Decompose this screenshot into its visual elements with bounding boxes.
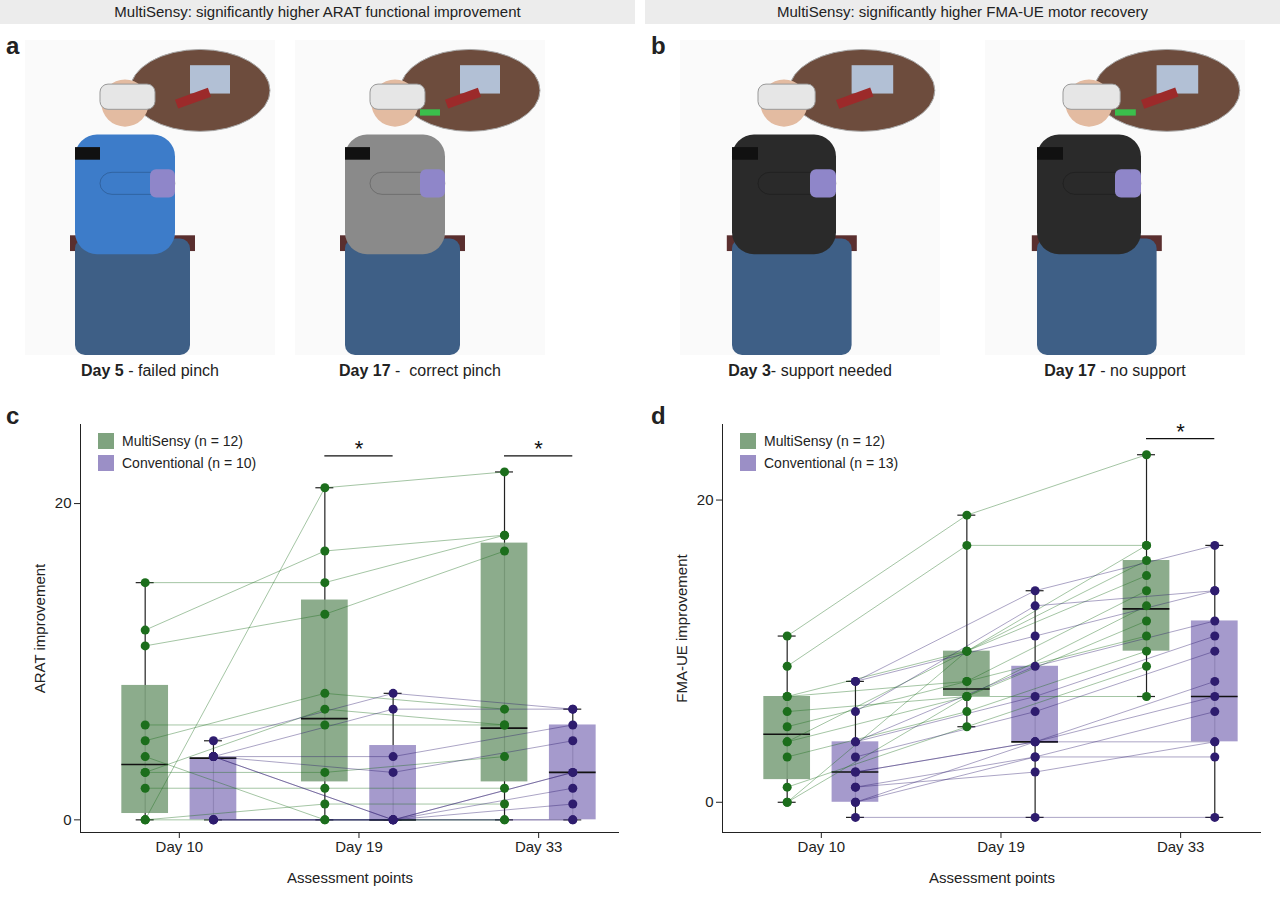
svg-text:20: 20 — [697, 491, 714, 508]
html-text:c: c — [6, 402, 20, 429]
html-text:a: a — [6, 32, 20, 59]
svg-text:*: * — [1176, 419, 1185, 444]
svg-text:Day 10: Day 10 — [156, 838, 204, 855]
html-text:Day 3 - support needed: Day 3 - support needed — [728, 362, 892, 379]
svg-text:*: * — [534, 436, 543, 461]
html-text:Day 17 - correct pinch: Day 17 - correct pinch — [339, 362, 501, 379]
html-text:Conventional (n = 10): Conventional (n = 10) — [122, 455, 257, 471]
svg-text:0: 0 — [705, 793, 713, 810]
html-text:MultiSensy (n = 12): MultiSensy (n = 12) — [764, 433, 885, 449]
svg-text:Day 19: Day 19 — [335, 838, 383, 855]
svg-text:0: 0 — [63, 811, 71, 828]
svg-text:Day 33: Day 33 — [515, 838, 563, 855]
svg-text:Assessment points: Assessment points — [929, 869, 1055, 886]
svg-text:Day 19: Day 19 — [977, 838, 1025, 855]
html-text:Conventional (n = 13): Conventional (n = 13) — [764, 455, 899, 471]
html-text:MultiSensy: significantly high: MultiSensy: significantly higher ARAT fu… — [114, 3, 521, 20]
svg-text:Assessment points: Assessment points — [287, 869, 413, 886]
svg-text:Day 10: Day 10 — [798, 838, 846, 855]
svg-text:Day 33: Day 33 — [1157, 838, 1205, 855]
svg-text:FMA-UE improvement: FMA-UE improvement — [673, 553, 690, 702]
html-text:b: b — [651, 32, 666, 59]
html-text:d: d — [651, 402, 666, 429]
html-text:Day 17 - no support: Day 17 - no support — [1044, 362, 1186, 379]
svg-text:20: 20 — [55, 494, 72, 511]
svg-text:*: * — [355, 436, 364, 461]
html-text:MultiSensy (n = 12): MultiSensy (n = 12) — [122, 433, 243, 449]
html-text:MultiSensy: significantly high: MultiSensy: significantly higher FMA-UE … — [777, 3, 1148, 20]
svg-text:ARAT improvement: ARAT improvement — [31, 563, 48, 693]
html-text:Day 5 - failed pinch: Day 5 - failed pinch — [81, 362, 219, 379]
